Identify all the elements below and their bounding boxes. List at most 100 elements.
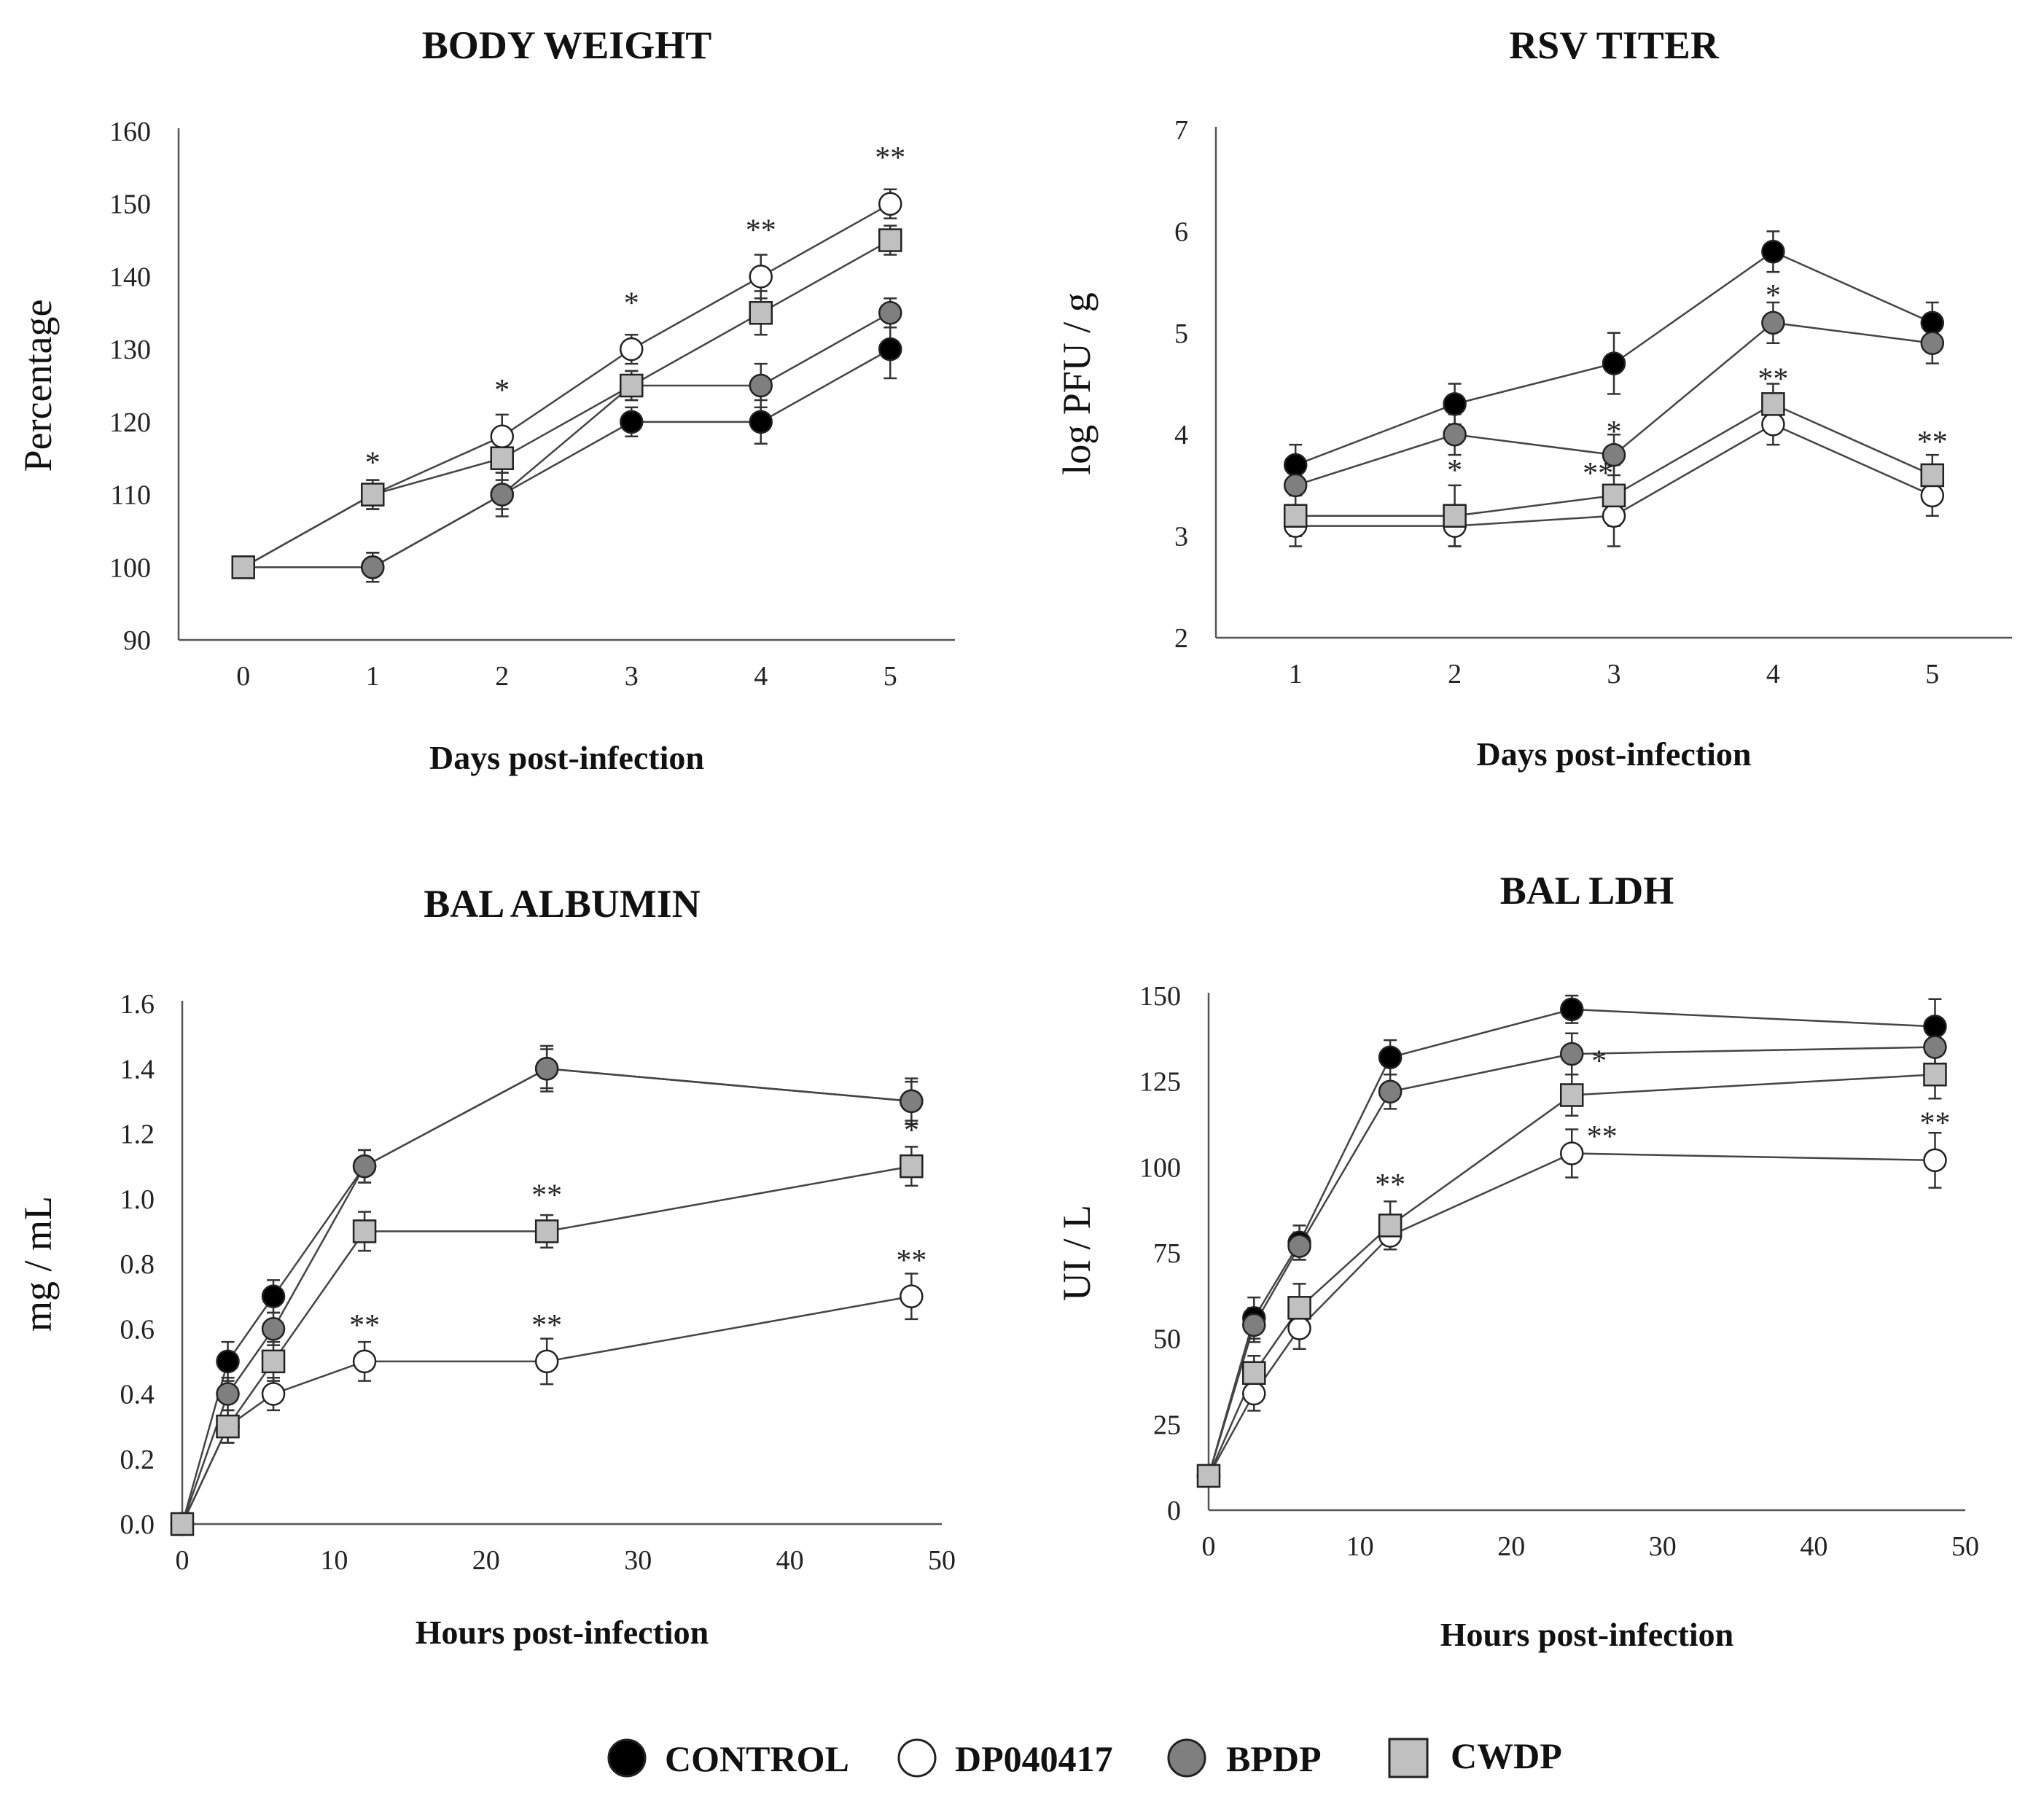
legend-item-bpdp: BPDP — [1167, 1738, 1322, 1779]
bal-ldh-chart: BAL LDH 0 25 50 75 100 125 150 0 10 20 30 40 50 Hours … — [1055, 869, 1979, 1653]
legend-marker-control — [607, 1738, 647, 1778]
y-tick-label: 5 — [1174, 319, 1188, 349]
significance-marker: ** — [349, 1309, 380, 1343]
data-point-cwdp — [231, 555, 255, 579]
y-tick-label: 4 — [1174, 420, 1188, 450]
significance-marker: ** — [1917, 426, 1948, 459]
x-tick-label: 4 — [1766, 659, 1780, 689]
x-tick-label: 30 — [624, 1545, 652, 1576]
y-tick-label: 3 — [1174, 522, 1188, 552]
data-point-cwdp — [1283, 504, 1308, 528]
data-point-cwdp — [620, 373, 644, 398]
x-axis-label: Days post-infection — [1477, 735, 1752, 773]
significance-marker: ** — [1587, 1120, 1618, 1154]
x-tick-label: 20 — [1497, 1531, 1525, 1562]
data-point-bpdp — [1761, 310, 1785, 335]
y-tick-label: 0.6 — [120, 1314, 155, 1345]
chart-title: BODY WEIGHT — [422, 23, 712, 67]
legend-marker-dp040417 — [897, 1738, 937, 1778]
x-tick-label: 5 — [883, 661, 897, 692]
data-point-dp — [1761, 413, 1785, 437]
data-point-control — [1602, 351, 1626, 375]
data-point-control — [1283, 453, 1308, 477]
y-tick-label: 1.4 — [120, 1054, 155, 1085]
data-point-bpdp — [1920, 331, 1945, 355]
data-point-control — [1761, 240, 1785, 264]
data-point-dp — [1923, 1148, 1947, 1173]
data-point-dp — [1559, 1141, 1584, 1165]
bal-albumin-chart: BAL ALBUMIN 0.0 0.2 0.4 0.6 0.8 1.0 1.2 1.4 1.6 0 1… — [16, 882, 956, 1651]
data-point-dp — [1602, 504, 1626, 528]
y-tick-label: 7 — [1174, 115, 1188, 146]
data-point-bpdp — [1378, 1079, 1403, 1104]
series-line-cwdp — [181, 1165, 912, 1525]
legend: CONTROL DP040417 BPDP CWDP — [607, 1735, 1562, 1779]
x-axis-label: Hours post-infection — [1440, 1616, 1734, 1653]
data-point-control — [261, 1284, 286, 1308]
x-tick-label: 40 — [1800, 1531, 1827, 1562]
data-point-cwdp — [1923, 1063, 1947, 1087]
legend-item-cwdp: CWDP — [1388, 1735, 1562, 1778]
data-point-bpdp — [490, 483, 514, 507]
data-point-bpdp — [1443, 422, 1467, 447]
data-point-dp — [878, 192, 902, 216]
data-point-bpdp — [900, 1089, 924, 1114]
data-point-bpdp — [534, 1057, 559, 1081]
significance-marker: ** — [531, 1179, 562, 1213]
y-tick-label: 2 — [1174, 623, 1188, 654]
x-tick-label: 3 — [1607, 659, 1621, 689]
series-line-bpdp — [243, 312, 891, 569]
significance-marker: * — [1607, 415, 1622, 449]
x-tick-label: 1 — [366, 661, 380, 692]
series-line-cwdp — [243, 239, 891, 569]
y-tick-label: 150 — [109, 190, 151, 220]
data-point-cwdp — [1920, 463, 1945, 488]
y-tick-label: 140 — [109, 262, 151, 292]
x-tick-label: 0 — [1202, 1531, 1216, 1562]
significance-marker: ** — [875, 141, 905, 175]
x-tick-label: 10 — [320, 1545, 348, 1576]
data-point-cwdp — [490, 446, 514, 470]
data-point-bpdp — [261, 1317, 286, 1341]
x-tick-label: 10 — [1346, 1531, 1374, 1562]
y-tick-label: 50 — [1153, 1324, 1181, 1355]
data-point-bpdp — [1287, 1234, 1311, 1258]
data-point-cwdp — [216, 1414, 240, 1439]
data-point-cwdp — [361, 483, 385, 507]
y-tick-label: 110 — [110, 480, 151, 511]
x-tick-label: 50 — [928, 1545, 956, 1576]
body-weight-chart: BODY WEIGHT 90 100 110 120 130 140 150 160 0 1 2 3 4 5… — [16, 23, 955, 776]
data-point-dp — [261, 1382, 286, 1406]
chart-title: BAL LDH — [1500, 869, 1674, 913]
significance-marker: ** — [531, 1309, 562, 1343]
x-tick-label: 50 — [1951, 1531, 1979, 1562]
data-point-cwdp — [900, 1154, 924, 1179]
y-tick-label: 0.4 — [120, 1380, 155, 1410]
y-axis-label: log PFU / g — [1055, 292, 1099, 475]
y-axis-label: Percentage — [16, 300, 60, 472]
data-point-control — [1378, 1045, 1403, 1069]
chart-title: BAL ALBUMIN — [424, 882, 701, 926]
data-point-cwdp — [1287, 1296, 1311, 1320]
x-tick-label: 30 — [1649, 1531, 1677, 1562]
y-tick-label: 100 — [1139, 1152, 1181, 1183]
data-point-cwdp — [1602, 483, 1626, 508]
data-point-control — [216, 1349, 240, 1374]
series-line-bpdp — [1207, 1046, 1935, 1477]
x-tick-label: 0 — [176, 1545, 190, 1576]
legend-label-dp040417: DP040417 — [955, 1738, 1113, 1779]
data-point-dp — [534, 1349, 559, 1374]
legend-label-control: CONTROL — [665, 1738, 849, 1779]
x-tick-label: 0 — [236, 661, 250, 692]
data-point-cwdp — [1378, 1214, 1403, 1238]
data-point-dp — [352, 1349, 377, 1374]
y-tick-label: 125 — [1139, 1067, 1181, 1098]
significance-marker: ** — [1758, 362, 1788, 396]
data-point-dp — [620, 337, 644, 362]
data-point-cwdp — [170, 1512, 195, 1536]
data-point-cwdp — [534, 1219, 559, 1243]
series-line-control — [243, 348, 891, 569]
y-tick-label: 0 — [1167, 1496, 1181, 1526]
data-point-bpdp — [878, 301, 902, 325]
